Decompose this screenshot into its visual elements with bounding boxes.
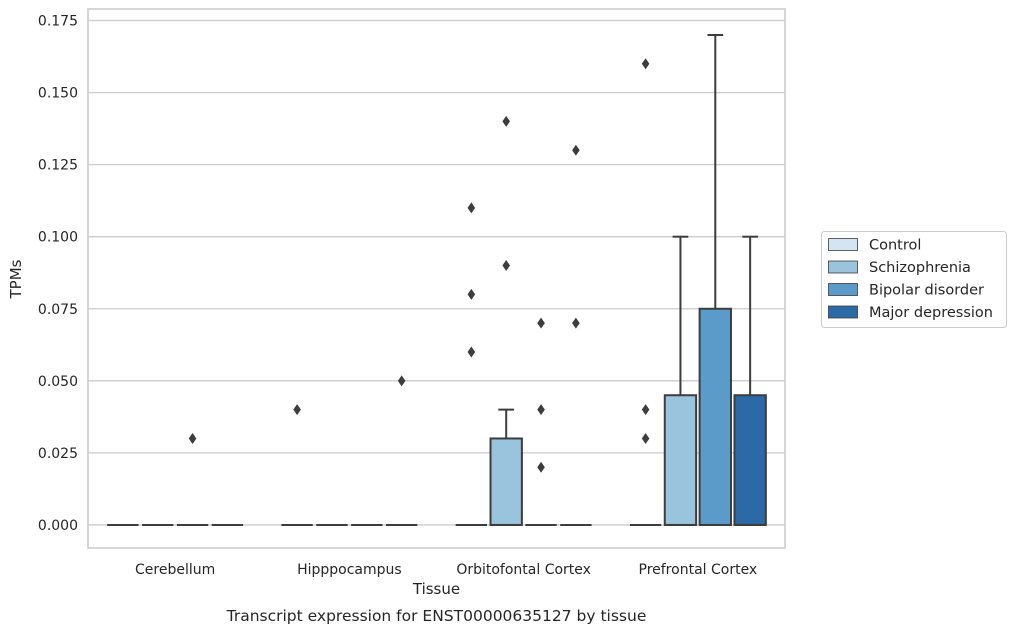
legend-label: Schizophrenia (869, 260, 971, 276)
grid-lines (88, 19, 785, 526)
outlier-point (502, 115, 510, 127)
outlier-point (467, 346, 476, 358)
outlier-point (467, 202, 476, 214)
box-group (489, 408, 523, 526)
legend-swatch (828, 305, 858, 319)
y-tick-label: 0.050 (38, 374, 78, 390)
outlier-point (188, 432, 197, 444)
outlier-point (572, 144, 580, 156)
box (698, 307, 732, 526)
x-tick-label: Cerebellum (135, 562, 215, 578)
legend-swatch (828, 283, 858, 296)
x-tick-label: Prefrontal Cortex (639, 562, 758, 578)
y-tick-labels: 0.000 0.025 0.050 0.075 0.100 0.125 0.150 0.175 (38, 14, 78, 534)
box-group (733, 235, 767, 526)
box-group (698, 33, 732, 526)
y-axis-title: TPMs (7, 259, 25, 299)
boxes (107, 33, 767, 526)
y-tick-label: 0.175 (38, 14, 78, 30)
outlier-point (572, 317, 580, 329)
box (663, 394, 698, 526)
legend-label: Control (869, 238, 921, 254)
chart-caption: Transcript expression for ENST0000063512… (226, 607, 647, 625)
outlier-point (641, 404, 650, 416)
legend-label: Bipolar disorder (869, 283, 984, 299)
x-axis-title: Tissue (412, 580, 460, 598)
y-tick-label: 0.000 (38, 518, 78, 534)
outlier-point (641, 58, 650, 70)
box (489, 437, 523, 526)
legend-swatch (828, 238, 858, 251)
legend-label: Major depression (869, 305, 993, 321)
x-tick-labels: Cerebellum Hipppocampus Orbitofontal Corte… (135, 562, 757, 578)
legend: Control Schizophrenia Bipolar disorder Majo… (821, 231, 1007, 328)
outlier-point (467, 288, 476, 300)
plot-frame (87, 8, 786, 549)
outlier-point (641, 432, 650, 444)
x-tick-label: Hipppocampus (297, 562, 402, 578)
legend-swatch (828, 260, 858, 274)
outliers (188, 58, 650, 473)
y-tick-label: 0.125 (38, 158, 78, 174)
outlier-point (537, 461, 545, 473)
box-group (663, 235, 698, 526)
outlier-point (397, 375, 406, 387)
y-tick-label: 0.075 (38, 302, 78, 318)
y-tick-label: 0.025 (38, 446, 78, 462)
y-tick-label: 0.150 (38, 86, 78, 102)
outlier-point (537, 317, 545, 329)
outlier-point (502, 260, 510, 272)
x-tick-label: Orbitofontal Cortex (456, 562, 591, 578)
outlier-point (293, 404, 301, 416)
box (733, 394, 767, 526)
outlier-point (537, 404, 545, 416)
legend-frame (821, 231, 1007, 328)
y-tick-label: 0.100 (38, 230, 78, 246)
